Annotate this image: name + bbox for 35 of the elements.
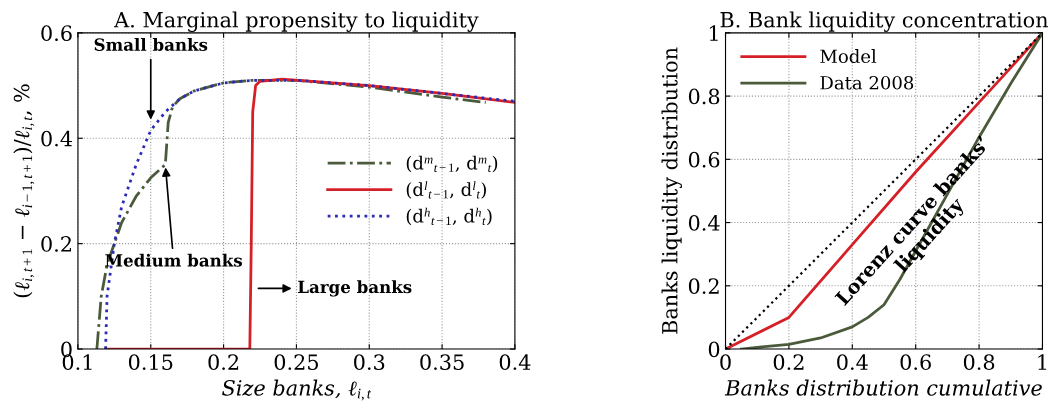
legend-label: Data 2008 [820, 75, 914, 90]
x-tick-label: 1 [1038, 354, 1047, 370]
x-tick-label: 0.8 [963, 354, 995, 371]
x-tick-label: 0.4 [499, 354, 531, 371]
legend-label: Model [820, 49, 877, 64]
y-tick-label: 0.4 [41, 130, 73, 147]
x-axis-title: Banks distribution cumulative [724, 379, 1042, 396]
y-tick-label: 0.2 [41, 236, 72, 252]
x-tick-label: 0.25 [274, 354, 319, 371]
annotation: Medium banks [105, 253, 243, 267]
y-tick-label: 0.4 [688, 215, 720, 231]
legend-label: (d$^{m}$$_{t−1}$, d$^{m}$$_{t}$) [406, 155, 498, 173]
y-tick-label: 0.6 [688, 151, 720, 168]
chart-title: B. Bank liquidity concentration [720, 11, 1049, 32]
y-tick-label: 0.2 [688, 278, 719, 294]
x-tick-label: 0.4 [837, 354, 868, 371]
chart-title: A. Marginal propensity to liquidity [114, 11, 479, 32]
annotation: Large banks [298, 280, 412, 297]
legend-label: (d$^{l}$$_{t−1}$, d$^{l}$$_{t}$) [406, 181, 486, 199]
x-axis-title: Size banks, ℓ$_{i,t}$ [222, 379, 372, 401]
x-tick-label: 0.15 [128, 354, 173, 371]
x-tick-label: 0.2 [208, 354, 239, 371]
y-tick-label: 1 [709, 25, 718, 41]
x-tick-label: 0.2 [773, 354, 804, 371]
y-tick-label: 0.8 [688, 88, 720, 105]
y-tick-label: 0 [708, 341, 720, 358]
y-axis-title: (ℓ$_{i,t+1}$ − ℓ$_{i−1,t+1}$)/ℓ$_{i,t}$, % [13, 84, 35, 298]
y-tick-label: 0.6 [41, 25, 72, 42]
x-tick-label: 0 [720, 354, 731, 371]
annotation: Small banks [94, 37, 208, 51]
x-tick-label: 0.3 [354, 354, 385, 371]
y-axis-title: Banks liquidity distribution [661, 47, 682, 334]
x-tick-label: 0.35 [420, 354, 464, 371]
legend-label: (d$^{h}$$_{t−1}$, d$^{h}$$_{t}$) [406, 207, 492, 226]
x-tick-label: 0.6 [900, 354, 931, 371]
